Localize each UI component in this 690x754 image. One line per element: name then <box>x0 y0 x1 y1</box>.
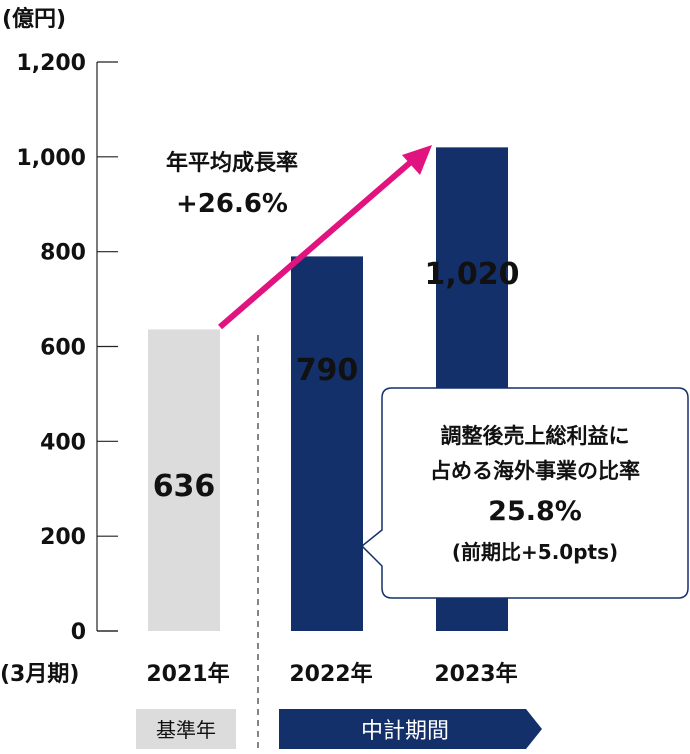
bar-value-label: 790 <box>296 353 359 388</box>
base-label-box <box>136 709 236 749</box>
y-tick-label: 400 <box>40 430 86 455</box>
callout-line3: 25.8% <box>488 496 582 527</box>
x-tick-label: 2023年 <box>434 661 517 687</box>
y-axis: 0 200 400 600 800 1,000 1,200 <box>16 51 118 645</box>
callout-line2: 占める海外事業の比率 <box>430 459 640 483</box>
callout-line1: 調整後売上総利益に <box>441 424 630 448</box>
y-tick-label: 200 <box>40 525 86 550</box>
y-tick-label: 800 <box>40 241 86 266</box>
bar-2022年 <box>291 256 363 631</box>
plan-label-arrow <box>279 709 542 749</box>
callout-box: 調整後売上総利益に 占める海外事業の比率 25.8% (前期比+5.0pts) <box>360 387 689 599</box>
y-tick-label: 600 <box>40 336 86 361</box>
period-label: (3月期) <box>0 662 79 687</box>
bar-value-label: 1,020 <box>425 257 520 292</box>
bar-value-label: 636 <box>153 469 216 504</box>
x-tick-label: 2021年 <box>146 661 229 687</box>
growth-label-line2: +26.6% <box>176 189 288 219</box>
unit-label: (億円) <box>2 6 66 32</box>
callout-line4: (前期比+5.0pts) <box>452 540 618 564</box>
base-label: 基準年 <box>156 718 216 742</box>
growth-arrow <box>218 145 432 330</box>
bar-2021年 <box>148 329 220 631</box>
x-tick-label: 2022年 <box>289 661 372 687</box>
growth-label-line1: 年平均成長率 <box>166 150 298 176</box>
y-tick-label: 1,200 <box>16 51 86 76</box>
plan-label: 中計期間 <box>361 719 449 744</box>
y-tick-label: 1,000 <box>16 146 86 171</box>
y-tick-label: 0 <box>71 620 86 645</box>
